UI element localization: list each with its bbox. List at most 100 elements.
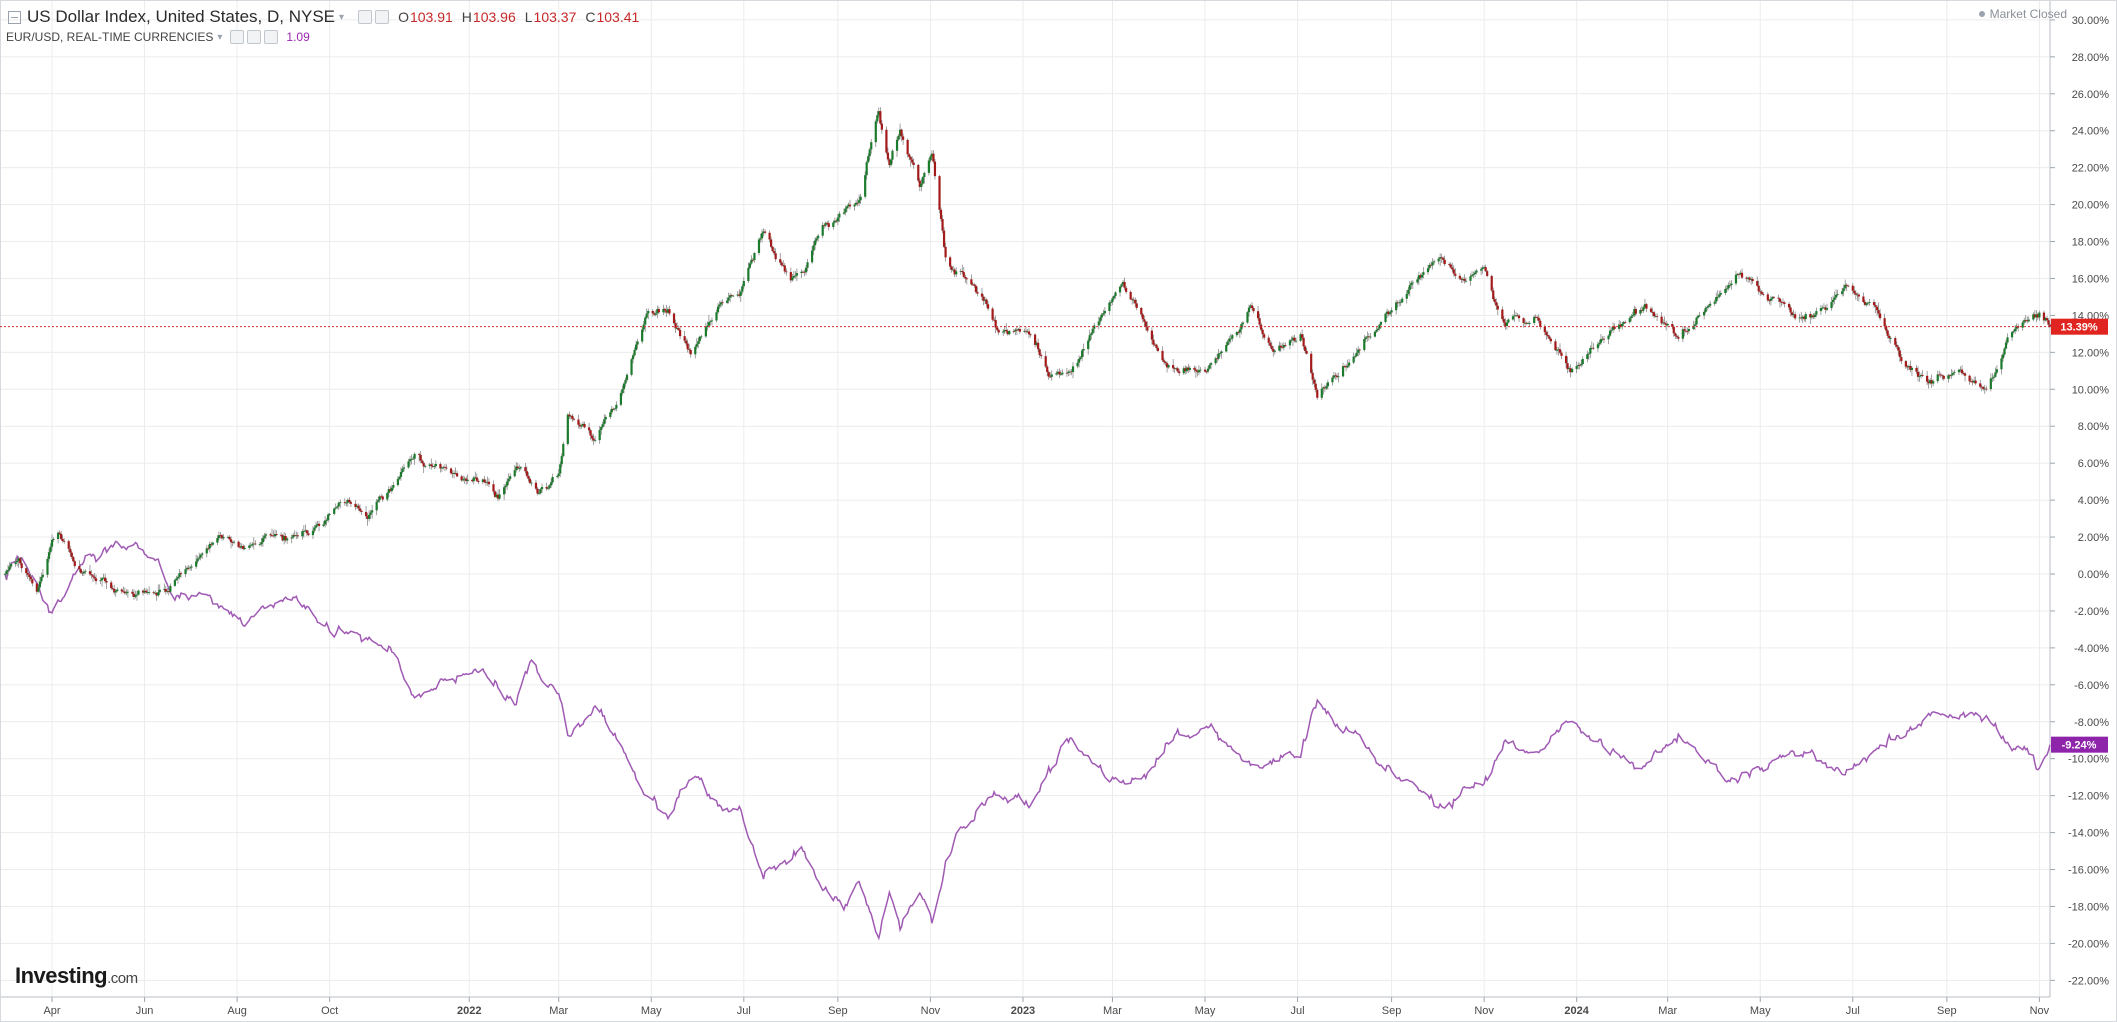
candle-down (419, 454, 422, 461)
candle-up (503, 487, 506, 495)
candle-down (1343, 366, 1346, 367)
hide-icon[interactable] (247, 30, 262, 44)
collapse-icon[interactable] (8, 10, 21, 24)
candle-down (1672, 326, 1675, 334)
candle-down (677, 328, 680, 331)
candle-up (1750, 279, 1753, 280)
candle-down (389, 489, 392, 492)
candle-up (550, 482, 553, 486)
candle-up (260, 542, 263, 545)
candle-down (986, 304, 990, 309)
candle-up (304, 530, 307, 532)
candle-down (90, 574, 93, 576)
candle-up (1631, 315, 1634, 317)
settings-icon[interactable] (358, 10, 373, 24)
y-tick-label: -8.00% (2074, 717, 2109, 729)
candle-down (1261, 329, 1264, 335)
candle-up (1102, 313, 1105, 315)
candle-up (1801, 316, 1804, 319)
y-tick-label: -12.00% (2068, 791, 2109, 803)
candle-up (865, 162, 868, 176)
candle-up (1093, 325, 1096, 329)
candle-up (1219, 353, 1222, 354)
candle-up (1405, 293, 1408, 299)
candle-down (1193, 367, 1196, 370)
candle-down (94, 578, 98, 582)
candle-up (462, 479, 465, 481)
candle-up (870, 142, 873, 150)
candle-down (1963, 373, 1967, 376)
candle-down (2024, 320, 2027, 321)
candle-up (1357, 349, 1360, 353)
candle-up (377, 499, 380, 502)
candle-up (201, 553, 204, 555)
candle-down (179, 573, 183, 575)
candle-down (207, 548, 210, 550)
candle-down (1367, 336, 1370, 338)
candle-up (1364, 337, 1367, 340)
candle-up (1907, 366, 1911, 368)
candle-up (1841, 291, 1844, 295)
candle-up (176, 576, 180, 579)
candle-up (1695, 317, 1698, 325)
candle-up (290, 537, 293, 539)
candle-down (961, 271, 964, 273)
candle-up (1235, 332, 1238, 336)
candle-down (1762, 293, 1765, 295)
remove-icon[interactable] (264, 30, 279, 44)
settings-icon[interactable] (230, 30, 245, 44)
candle-down (1123, 281, 1126, 288)
candle-up (1724, 288, 1727, 293)
candle-down (1926, 375, 1929, 382)
chevron-down-icon[interactable]: ▾ (217, 31, 223, 43)
candle-down (1250, 305, 1254, 309)
candle-up (927, 160, 930, 173)
candle-down (465, 478, 468, 482)
candle-down (789, 272, 792, 281)
candle-up (1822, 307, 1826, 309)
candle-down (1985, 388, 1988, 390)
chevron-down-icon[interactable]: ▾ (339, 11, 345, 23)
candle-up (1513, 315, 1516, 317)
last-price-label: 13.39% (2060, 322, 2098, 334)
candle-down (28, 574, 31, 577)
candle-up (868, 149, 871, 157)
candle-down (1760, 291, 1763, 294)
candle-down (1862, 296, 1865, 303)
candle-up (1836, 294, 1839, 295)
candle-down (911, 159, 914, 163)
candle-up (1002, 331, 1005, 333)
candle-down (305, 530, 308, 534)
candle-up (613, 408, 616, 410)
candle-up (198, 557, 201, 559)
candle-down (93, 576, 96, 579)
candle-up (1214, 358, 1217, 364)
candle-up (208, 543, 211, 549)
candle-down (1777, 297, 1780, 299)
candle-down (1205, 371, 1208, 373)
candle-down (1549, 338, 1552, 342)
x-tick-label: Jul (737, 1005, 751, 1017)
candle-down (132, 593, 136, 597)
candle-up (313, 527, 316, 531)
candle-up (1951, 373, 1955, 375)
candle-down (1040, 355, 1043, 357)
candle-down (803, 271, 806, 273)
candle-up (1369, 336, 1372, 338)
candle-up (440, 467, 444, 469)
candle-up (2004, 342, 2008, 349)
candle-up (1856, 294, 1859, 296)
hide-icon[interactable] (375, 10, 390, 24)
candle-up (1769, 298, 1772, 301)
candle-down (1624, 322, 1627, 323)
candle-down (823, 225, 826, 226)
candle-up (1068, 371, 1072, 373)
candle-up (1919, 374, 1923, 377)
candle-up (1067, 371, 1070, 373)
candle-down (1516, 315, 1519, 317)
candle-down (254, 543, 257, 545)
candle-down (1854, 293, 1857, 295)
candle-up (169, 585, 172, 592)
candle-up (324, 520, 327, 525)
